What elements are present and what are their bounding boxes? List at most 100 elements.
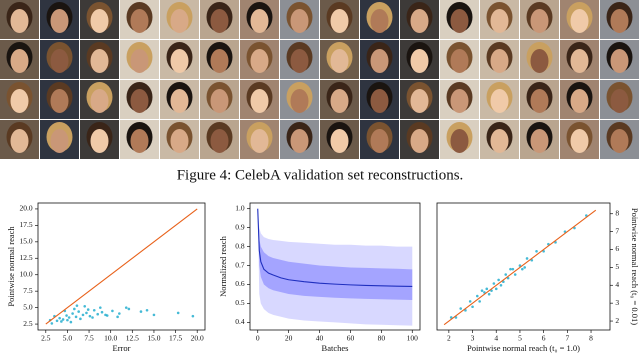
point — [83, 305, 87, 308]
face-skin — [370, 49, 389, 73]
point — [521, 267, 524, 271]
face-skin — [490, 49, 509, 73]
point — [152, 313, 156, 317]
face-skin — [410, 9, 429, 33]
point — [191, 314, 195, 318]
face-skin — [450, 49, 469, 73]
face-skin — [450, 129, 469, 153]
face-skin — [370, 129, 389, 153]
point — [99, 306, 102, 309]
face-skin — [570, 9, 589, 33]
point — [513, 273, 517, 276]
y-tick-label: 2 — [615, 316, 619, 325]
y-tick-label: 0.7 — [235, 260, 245, 269]
face-skin — [250, 129, 269, 153]
face-skin — [290, 89, 309, 113]
x-tick-label: 10.0 — [104, 334, 117, 343]
point — [111, 309, 114, 313]
x-tick-label: 12.5 — [126, 334, 139, 343]
y-tick-label: 5 — [615, 262, 619, 271]
face-skin — [210, 9, 229, 33]
line — [45, 208, 198, 325]
point — [116, 315, 119, 319]
face-skin — [170, 89, 189, 113]
point — [77, 310, 80, 313]
point — [66, 318, 69, 322]
y-tick-label: 3 — [615, 298, 619, 307]
face-skin — [210, 49, 229, 73]
face-skin — [90, 9, 109, 33]
point — [468, 300, 472, 303]
face-skin — [130, 129, 149, 153]
point — [65, 314, 68, 317]
point — [523, 266, 526, 269]
point — [61, 318, 65, 321]
y-tick-label: 8 — [615, 208, 619, 217]
point — [91, 316, 94, 319]
line — [443, 209, 597, 326]
point — [127, 307, 131, 311]
point — [485, 287, 489, 291]
y-tick-label: 7 — [615, 226, 619, 235]
face-skin — [290, 9, 309, 33]
face-skin — [10, 89, 29, 113]
y-tick-label: 15.0 — [19, 237, 32, 246]
face-skin — [610, 129, 629, 153]
y-tick-label: 4 — [615, 280, 619, 289]
point — [504, 273, 508, 276]
y-tick-label: 12.5 — [19, 253, 32, 262]
point — [497, 278, 500, 282]
face-skin — [370, 9, 389, 33]
point — [176, 311, 180, 315]
x-tick-label: 6 — [542, 334, 546, 343]
point — [511, 267, 515, 271]
point — [85, 311, 88, 315]
y-tick-label: 2.5 — [23, 319, 33, 328]
y-axis-label: Pointwise normal reach (t₀ = 0.01) — [630, 208, 640, 325]
face-skin — [90, 49, 109, 73]
point — [86, 308, 90, 311]
y-axis-label: Normalized reach — [218, 235, 228, 296]
face-skin — [10, 9, 29, 33]
face-skin — [250, 9, 269, 33]
x-axis-label: Batches — [322, 343, 349, 353]
x-tick-label: 100 — [407, 334, 419, 343]
point — [139, 310, 143, 313]
face-skin — [490, 9, 509, 33]
x-tick-label: 20 — [285, 334, 293, 343]
point — [69, 320, 73, 324]
point — [471, 305, 474, 309]
face-skin — [330, 49, 349, 73]
face-skin — [210, 89, 229, 113]
plot-area — [45, 208, 198, 325]
point — [79, 317, 82, 321]
point — [525, 257, 529, 260]
y-tick-label: 5.0 — [23, 302, 33, 311]
x-tick-label: 7.5 — [84, 334, 94, 343]
point — [96, 312, 100, 316]
x-tick-label: 20.0 — [191, 334, 204, 343]
x-tick-label: 5 — [518, 334, 522, 343]
face-skin — [530, 49, 549, 73]
face-skin — [130, 89, 149, 113]
x-tick-label: 7 — [565, 334, 569, 343]
face-skin — [290, 129, 309, 153]
axes-frame — [249, 202, 421, 331]
face-skin — [370, 89, 389, 113]
x-tick-label: 2.5 — [41, 334, 51, 343]
x-tick-label: 5.0 — [63, 334, 73, 343]
y-tick-label: 0.6 — [235, 279, 245, 288]
y-tick-label: 0.4 — [235, 317, 245, 326]
x-axis-label: Pointwise normal reach (t₀ = 1.0) — [467, 343, 580, 353]
point — [55, 319, 59, 323]
face-skin — [130, 49, 149, 73]
x-tick-label: 40 — [316, 334, 324, 343]
point — [75, 304, 79, 307]
point — [67, 316, 71, 319]
point — [92, 308, 96, 312]
face-skin — [10, 49, 29, 73]
point — [124, 306, 128, 309]
face-skin — [330, 9, 349, 33]
